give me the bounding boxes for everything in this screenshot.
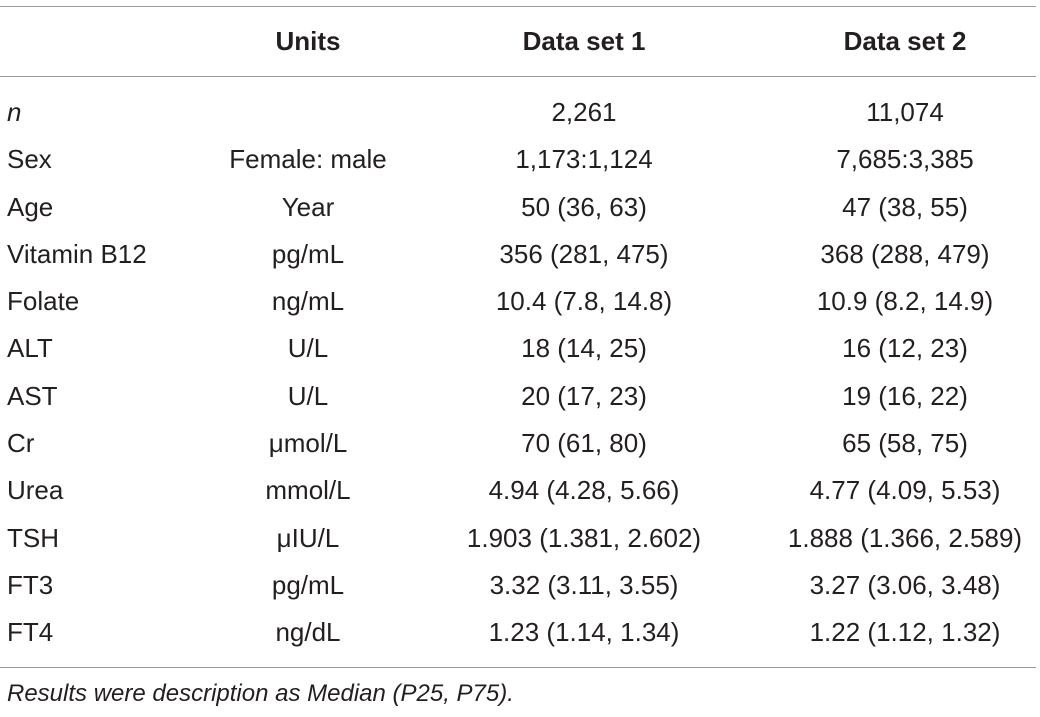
table-row: FT3 pg/mL 3.32 (3.11, 3.55) 3.27 (3.06, 3.4… xyxy=(0,562,1040,609)
cell-variable: TSH xyxy=(7,522,59,553)
table-row: Sex Female: male 1,173:1,124 7,685:3,385 xyxy=(0,136,1040,183)
cell-variable: AST xyxy=(7,380,58,411)
cell-data-set-1: 70 (61, 80) xyxy=(521,428,647,459)
table-row: FT4 ng/dL 1.23 (1.14, 1.34) 1.22 (1.12, 1.3… xyxy=(0,609,1040,656)
header-units: Units xyxy=(275,26,341,56)
cell-data-set-2: 3.27 (3.06, 3.48) xyxy=(809,569,1001,600)
cell-data-set-1: 50 (36, 63) xyxy=(521,191,647,222)
table-top-rule xyxy=(0,6,1036,7)
cell-data-set-2: 65 (58, 75) xyxy=(842,428,968,459)
cell-data-set-1: 1,173:1,124 xyxy=(515,144,653,175)
cell-data-set-2: 19 (16, 22) xyxy=(842,380,968,411)
cell-data-set-2: 10.9 (8.2, 14.9) xyxy=(816,286,994,317)
cell-data-set-2: 368 (288, 479) xyxy=(820,238,990,269)
header-data-set-2: Data set 2 xyxy=(843,26,967,56)
cell-units: ng/dL xyxy=(275,617,341,648)
cell-variable: Folate xyxy=(7,286,80,317)
cell-data-set-2: 47 (38, 55) xyxy=(842,191,968,222)
cell-data-set-1: 1.23 (1.14, 1.34) xyxy=(488,617,680,648)
cell-data-set-2: 7,685:3,385 xyxy=(836,144,974,175)
table-body: n 2,261 11,074 Sex Female: male 1,173:1,124 7,… xyxy=(0,89,1040,657)
cell-units: mmol/L xyxy=(265,475,351,506)
table-row: AST U/L 20 (17, 23) 19 (16, 22) xyxy=(0,373,1040,420)
cell-units: U/L xyxy=(287,333,329,364)
cell-data-set-1: 4.94 (4.28, 5.66) xyxy=(488,475,680,506)
cell-variable: Vitamin B12 xyxy=(7,238,147,269)
header-variable xyxy=(7,6,227,76)
table-header-row: Units Data set 1 Data set 2 xyxy=(0,6,1040,76)
cell-units: Female: male xyxy=(229,144,387,175)
table-row: Cr μmol/L 70 (61, 80) 65 (58, 75) xyxy=(0,420,1040,467)
cell-variable: Urea xyxy=(7,475,64,506)
cell-units: U/L xyxy=(287,380,329,411)
cell-variable: ALT xyxy=(7,333,53,364)
cell-data-set-2: 16 (12, 23) xyxy=(842,333,968,364)
cell-variable: Sex xyxy=(7,144,52,175)
table-row: Vitamin B12 pg/mL 356 (281, 475) 368 (288, … xyxy=(0,231,1040,278)
cell-units: pg/mL xyxy=(271,569,345,600)
cell-variable: FT4 xyxy=(7,617,54,648)
table-row: Age Year 50 (36, 63) 47 (38, 55) xyxy=(0,184,1040,231)
cell-data-set-1: 18 (14, 25) xyxy=(521,333,647,364)
table-header-rule xyxy=(0,76,1036,77)
cell-data-set-1: 20 (17, 23) xyxy=(521,380,647,411)
header-data-set-1: Data set 1 xyxy=(522,26,646,56)
cell-units xyxy=(200,89,416,136)
cell-units: μIU/L xyxy=(276,522,340,553)
cell-variable: n xyxy=(7,97,22,127)
cell-units: μmol/L xyxy=(268,428,348,459)
cell-data-set-2: 11,074 xyxy=(866,97,944,127)
cell-variable: Age xyxy=(7,191,54,222)
cell-units: ng/mL xyxy=(271,286,345,317)
table-bottom-rule xyxy=(0,667,1036,668)
cell-units: Year xyxy=(281,191,335,222)
table-row: Urea mmol/L 4.94 (4.28, 5.66) 4.77 (4.09, 5… xyxy=(0,467,1040,514)
cell-data-set-1: 3.32 (3.11, 3.55) xyxy=(489,569,679,600)
cell-data-set-2: 4.77 (4.09, 5.53) xyxy=(809,475,1001,506)
cell-data-set-1: 10.4 (7.8, 14.8) xyxy=(495,286,673,317)
table-row: n 2,261 11,074 xyxy=(0,89,1040,136)
table-row: ALT U/L 18 (14, 25) 16 (12, 23) xyxy=(0,325,1040,372)
cell-data-set-1: 2,261 xyxy=(551,97,617,127)
cell-variable: FT3 xyxy=(7,569,54,600)
table-row: Folate ng/mL 10.4 (7.8, 14.8) 10.9 (8.2, 14… xyxy=(0,278,1040,325)
cell-data-set-1: 356 (281, 475) xyxy=(499,238,669,269)
cell-variable: Cr xyxy=(7,428,35,459)
cell-data-set-2: 1.22 (1.12, 1.32) xyxy=(809,617,1001,648)
cell-units: pg/mL xyxy=(271,238,345,269)
cell-data-set-2: 1.888 (1.366, 2.589) xyxy=(787,522,1023,553)
cell-data-set-1: 1.903 (1.381, 2.602) xyxy=(466,522,702,553)
table-footnote: Results were description as Median (P25,… xyxy=(7,680,514,707)
table-row: TSH μIU/L 1.903 (1.381, 2.602) 1.888 (1.366… xyxy=(0,515,1040,562)
